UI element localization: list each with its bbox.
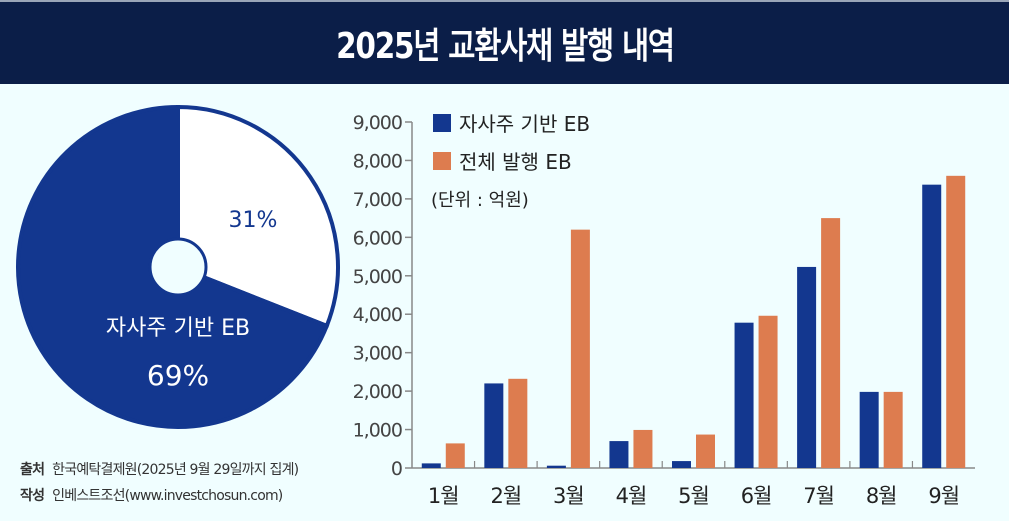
bar-treasury-eb <box>421 463 441 468</box>
bar-total-eb <box>821 218 841 468</box>
x-tick-label: 3월 <box>553 484 584 508</box>
y-tick-label: 4,000 <box>353 304 402 326</box>
x-tick-label: 6월 <box>741 484 772 508</box>
bar-total-eb <box>883 391 903 468</box>
x-tick-label: 5월 <box>678 484 709 508</box>
page-title: 2025년 교환사채 발행 내역 <box>335 26 675 67</box>
header: 2025년 교환사채 발행 내역 <box>0 0 1009 84</box>
x-tick-label: 7월 <box>803 484 834 508</box>
y-tick-label: 5,000 <box>353 266 402 288</box>
pie-chart <box>16 104 340 429</box>
y-tick-label: 9,000 <box>353 112 402 134</box>
bar-chart: 0 1,000 2,000 3,000 4,000 5,000 6,000 7,000 8,00… <box>353 112 975 508</box>
source-text: 한국예탁결제원(2025년 9월 29일까지 집계) <box>52 462 299 478</box>
legend-swatch-total-eb <box>433 152 451 170</box>
bar-total-eb <box>570 229 590 468</box>
bar-treasury-eb <box>609 441 629 468</box>
source-line: 출처 한국예탁결제원(2025년 9월 29일까지 집계) <box>20 457 299 483</box>
bar-total-eb <box>696 434 715 468</box>
y-tick-label: 1,000 <box>353 420 402 442</box>
author-label: 작성 <box>20 488 45 504</box>
bar-total-eb <box>508 378 528 468</box>
pie-label-share-value: 69% <box>147 359 209 392</box>
bar-total-eb <box>946 175 966 469</box>
y-tick-label: 6,000 <box>353 227 402 249</box>
bar-treasury-eb <box>484 383 504 468</box>
pie-slice-1 <box>176 104 340 329</box>
bar-treasury-eb <box>546 465 566 468</box>
author-text: 인베스트조선(www.investchosun.com) <box>52 488 283 504</box>
footer: 출처 한국예탁결제원(2025년 9월 29일까지 집계) 작성 인베스트조선(ww… <box>20 457 299 509</box>
pie-label-other-value: 31% <box>229 208 278 233</box>
y-tick-label: 0 <box>391 458 402 480</box>
pie-center-hole <box>148 237 208 297</box>
y-tick-label: 8,000 <box>353 150 402 172</box>
bar-total-eb <box>758 315 778 468</box>
unit-note: (단위 : 억원) <box>431 190 529 211</box>
x-tick-label: 8월 <box>866 484 897 508</box>
legend-swatch-treasury-eb <box>433 114 451 132</box>
bar-treasury-eb <box>672 461 691 468</box>
y-tick-label: 7,000 <box>353 189 402 211</box>
y-tick-label: 2,000 <box>353 381 402 403</box>
x-tick-label: 1월 <box>428 484 459 508</box>
bar-treasury-eb <box>797 266 817 468</box>
author-line: 작성 인베스트조선(www.investchosun.com) <box>20 483 298 509</box>
legend-label-treasury-eb: 자사주 기반 EB <box>459 112 590 136</box>
x-tick-label: 4월 <box>616 484 647 508</box>
bar-treasury-eb <box>922 184 942 469</box>
source-label: 출처 <box>20 462 45 478</box>
x-tick-label: 2월 <box>490 484 521 508</box>
pie-label-share-name: 자사주 기반 EB <box>106 316 250 341</box>
bar-treasury-eb <box>859 391 879 468</box>
bar-total-eb <box>633 429 653 468</box>
legend-label-total-eb: 전체 발행 EB <box>459 150 572 174</box>
x-tick-label: 9월 <box>928 484 959 508</box>
bar-treasury-eb <box>734 322 754 468</box>
y-tick-label: 3,000 <box>353 343 402 365</box>
bar-total-eb <box>445 443 465 468</box>
